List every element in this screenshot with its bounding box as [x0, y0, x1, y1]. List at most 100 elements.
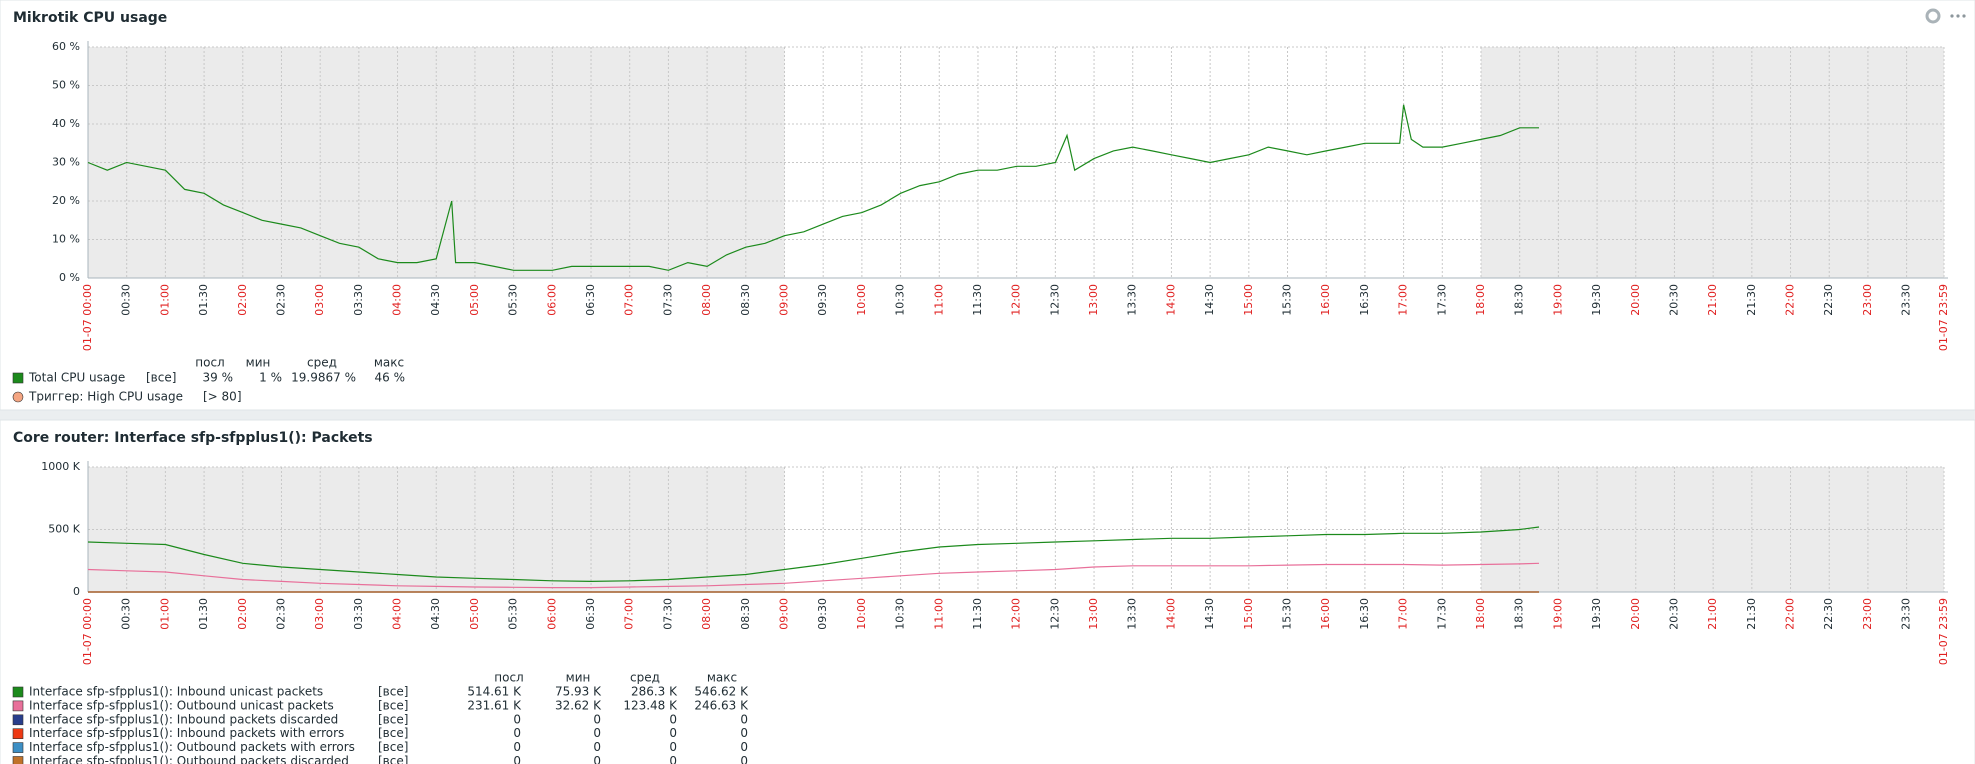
x-tick-label: 22:00 — [1784, 284, 1797, 316]
legend-column-header: посл — [494, 671, 523, 685]
y-tick-label: 500 K — [48, 523, 80, 536]
y-tick-label: 60 % — [52, 40, 80, 53]
legend-name: Interface sfp-sfpplus1(): Outbound unica… — [29, 698, 334, 712]
x-tick-label: 23:30 — [1900, 284, 1913, 316]
legend-swatch — [12, 756, 24, 764]
x-tick-label: 20:30 — [1667, 284, 1680, 316]
x-tick-label: 06:30 — [584, 284, 597, 316]
legend-column-header: мин — [246, 356, 271, 370]
x-tick-label: 19:00 — [1551, 598, 1564, 630]
legend-stat: 0 — [593, 726, 601, 740]
x-tick-label: 09:30 — [816, 284, 829, 316]
x-tick-label: 06:00 — [545, 284, 558, 316]
x-tick-label: 20:00 — [1629, 284, 1642, 316]
x-tick-label: 01-07 23:59 — [1937, 284, 1950, 351]
x-tick-label: 02:30 — [274, 284, 287, 316]
x-tick-label: 18:30 — [1513, 284, 1526, 316]
legend-swatch — [12, 728, 24, 740]
x-tick-label: 19:30 — [1590, 284, 1603, 316]
legend-stat: 231.61 K — [467, 698, 522, 712]
x-tick-label: 18:00 — [1474, 598, 1487, 630]
x-tick-label: 20:00 — [1629, 598, 1642, 630]
x-tick-label: 07:30 — [661, 598, 674, 630]
x-tick-label: 09:00 — [777, 284, 790, 316]
x-tick-label: 01:00 — [158, 284, 171, 316]
x-tick-label: 19:00 — [1551, 284, 1564, 316]
y-tick-label: 0 — [73, 585, 80, 598]
dot[interactable] — [1956, 14, 1960, 18]
legend-filter: [все] — [378, 740, 408, 754]
legend-name: Total CPU usage — [28, 371, 125, 385]
legend-stat: 0 — [740, 754, 748, 764]
x-tick-label: 13:30 — [1126, 598, 1139, 630]
x-tick-label: 09:00 — [777, 598, 790, 630]
widget-title: Mikrotik CPU usage — [13, 10, 167, 26]
x-tick-label: 07:00 — [623, 598, 636, 630]
legend-stat: 46 % — [375, 371, 406, 385]
x-tick-label: 07:00 — [623, 284, 636, 316]
legend-stat: 514.61 K — [467, 685, 522, 699]
x-tick-label: 01:30 — [197, 598, 210, 630]
x-tick-label: 01-07 00:00 — [81, 284, 94, 351]
dot[interactable] — [1962, 14, 1966, 18]
x-tick-label: 01:00 — [158, 598, 171, 630]
x-tick-label: 11:30 — [971, 284, 984, 316]
legend-column-header: макс — [374, 356, 404, 370]
dot[interactable] — [1950, 14, 1954, 18]
y-tick-label: 0 % — [59, 271, 80, 284]
x-tick-label: 12:00 — [1010, 598, 1023, 630]
gear[interactable] — [1925, 8, 1941, 24]
x-tick-label: 11:30 — [971, 598, 984, 630]
x-tick-label: 12:30 — [1048, 598, 1061, 630]
x-tick-label: 06:00 — [545, 598, 558, 630]
x-tick-label: 23:30 — [1900, 598, 1913, 630]
legend-stat: 19.9867 % — [291, 371, 356, 385]
legend-filter: [все] — [146, 371, 176, 385]
legend-filter: [все] — [378, 712, 408, 726]
x-tick-label: 16:00 — [1319, 284, 1332, 316]
y-tick-label: 50 % — [52, 79, 80, 92]
x-tick-label: 10:30 — [894, 284, 907, 316]
legend-stat: 0 — [593, 712, 601, 726]
x-tick-label: 17:00 — [1397, 598, 1410, 630]
legend-name: Interface sfp-sfpplus1(): Inbound packet… — [29, 712, 338, 726]
widget-title: Core router: Interface sfp-sfpplus1(): P… — [13, 430, 373, 446]
x-tick-label: 03:30 — [352, 598, 365, 630]
x-tick-label: 01-07 23:59 — [1937, 598, 1950, 665]
legend-stat: 286.3 K — [631, 685, 678, 699]
x-tick-label: 08:00 — [700, 598, 713, 630]
series-line — [87, 562, 1540, 589]
y-tick-label: 30 % — [52, 156, 80, 169]
x-tick-label: 14:00 — [1164, 284, 1177, 316]
widget-settings-icon[interactable] — [1925, 8, 1941, 24]
x-tick-label: 15:00 — [1242, 284, 1255, 316]
x-tick-label: 15:00 — [1242, 598, 1255, 630]
widget-menu-icon[interactable] — [1950, 14, 1966, 18]
x-tick-label: 23:00 — [1861, 598, 1874, 630]
legend-filter: [все] — [378, 726, 408, 740]
legend-column-header: сред — [630, 671, 660, 685]
x-tick-label: 07:30 — [661, 284, 674, 316]
x-tick-label: 13:30 — [1126, 284, 1139, 316]
x-tick-label: 05:30 — [507, 284, 520, 316]
x-tick-label: 22:00 — [1784, 598, 1797, 630]
legend-name: Interface sfp-sfpplus1(): Outbound packe… — [29, 740, 355, 754]
x-tick-label: 08:30 — [739, 284, 752, 316]
y-tick-label: 10 % — [52, 233, 80, 246]
x-tick-label: 02:00 — [236, 598, 249, 630]
legend-swatch — [12, 714, 24, 726]
x-tick-label: 21:00 — [1706, 284, 1719, 316]
legend-column-header: посл — [195, 356, 224, 370]
x-tick-label: 04:30 — [429, 598, 442, 630]
x-tick-label: 23:00 — [1861, 284, 1874, 316]
x-tick-label: 13:00 — [1087, 598, 1100, 630]
series-line — [87, 104, 1539, 271]
legend-column-header: макс — [707, 671, 737, 685]
legend-stat: 0 — [593, 754, 601, 764]
x-tick-label: 02:30 — [274, 598, 287, 630]
x-tick-label: 17:00 — [1397, 284, 1410, 316]
legend-column-header: мин — [566, 671, 591, 685]
legend-filter: [все] — [378, 754, 408, 764]
